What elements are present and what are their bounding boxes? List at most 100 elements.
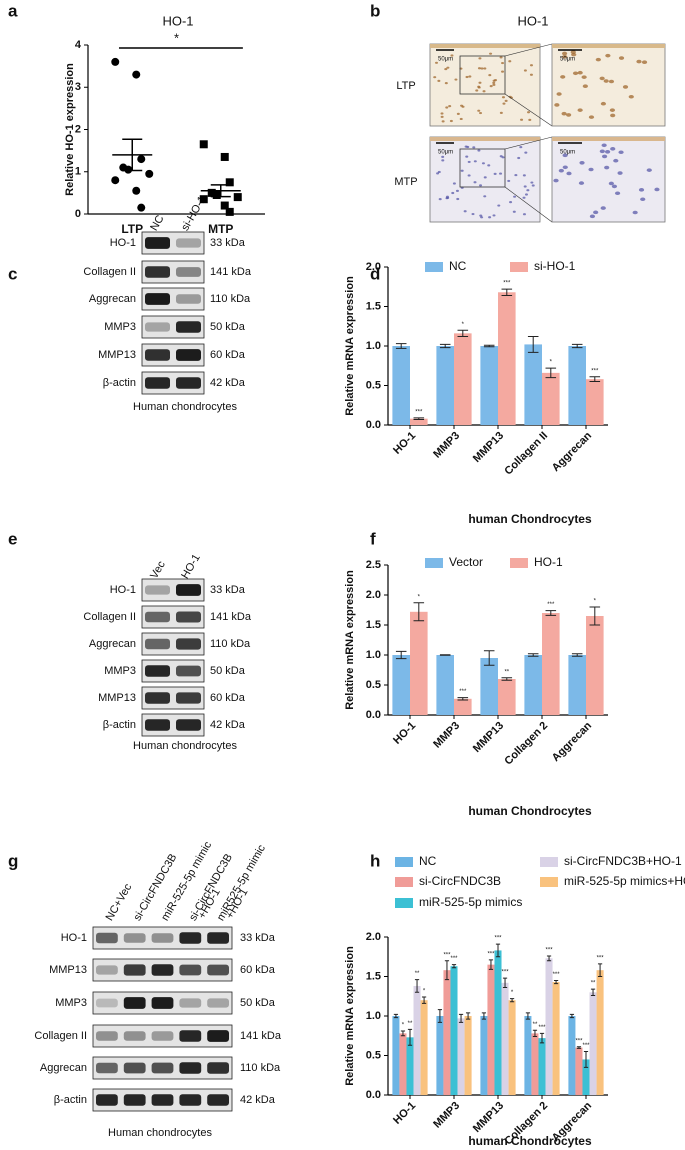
significance: ***	[487, 951, 495, 957]
cartilage-surface	[430, 44, 540, 48]
cell	[522, 213, 526, 216]
bar	[480, 346, 498, 425]
error-bar	[421, 996, 427, 1004]
blot-band	[207, 964, 229, 976]
blot-band	[176, 719, 201, 731]
significance: ***	[443, 952, 451, 958]
y-tick-label: 4	[75, 39, 82, 51]
cell	[522, 196, 526, 199]
y-tick-label: 2.0	[366, 589, 381, 601]
data-point	[199, 140, 208, 149]
cell	[456, 197, 460, 201]
cell	[449, 119, 453, 123]
cell	[438, 198, 442, 201]
cell	[531, 184, 535, 187]
data-point	[111, 57, 120, 66]
x-tick-label: MMP13	[471, 720, 506, 755]
cell	[640, 197, 646, 202]
significance: *	[174, 30, 179, 45]
y-axis-title: Relative HO-1 expression	[64, 63, 76, 196]
data-point	[199, 195, 208, 204]
blot-band	[123, 933, 146, 943]
cell	[459, 117, 463, 121]
blot-band	[207, 1030, 229, 1042]
protein-label: Aggrecan	[89, 293, 136, 305]
significance: *	[402, 1023, 405, 1029]
data-point	[220, 201, 229, 210]
cell	[601, 154, 608, 159]
cell	[646, 168, 652, 172]
bar	[568, 1016, 576, 1095]
cell	[456, 112, 460, 115]
cell	[504, 99, 508, 102]
significance: ***	[459, 689, 467, 695]
bar	[406, 1037, 414, 1095]
blot-band	[179, 1062, 202, 1074]
cell	[452, 182, 456, 185]
x-axis-title: human Chondrocytes	[468, 512, 592, 526]
cell	[561, 51, 568, 56]
cell	[519, 146, 523, 149]
blot-band	[145, 692, 170, 704]
cell	[632, 210, 638, 215]
legend-label: si-HO-1	[534, 259, 576, 273]
cell	[440, 112, 444, 115]
cell	[562, 165, 568, 170]
cell	[608, 181, 614, 186]
size-label: 42 kDa	[240, 1094, 276, 1106]
legend-label: NC	[449, 259, 467, 273]
significance: ***	[415, 409, 423, 415]
cell	[610, 147, 616, 151]
y-tick-label: 2.5	[366, 559, 381, 571]
cell	[560, 75, 566, 79]
blot-band	[176, 611, 201, 623]
cell	[600, 101, 606, 106]
lane-label: NC	[148, 213, 166, 233]
cell	[437, 79, 441, 82]
size-label: 141 kDa	[210, 611, 252, 623]
cell	[636, 59, 642, 64]
blot-band	[151, 933, 174, 943]
error-bar	[400, 1030, 406, 1037]
cell	[463, 210, 467, 213]
x-tick-label: MTP	[208, 222, 233, 236]
legend-swatch	[540, 857, 558, 867]
lane-label: NC+Vec	[104, 881, 135, 923]
significance: ***	[450, 956, 458, 962]
significance: ***	[502, 970, 510, 976]
lane-label: HO-1	[179, 552, 203, 581]
cell	[478, 57, 482, 60]
blot-band	[96, 1062, 118, 1074]
size-label: 33 kDa	[240, 932, 276, 944]
x-tick-label: Collagen II	[502, 430, 550, 478]
cell	[514, 173, 518, 177]
cell	[483, 176, 487, 179]
cell	[566, 113, 572, 117]
bar	[568, 346, 586, 425]
protein-label: β-actin	[54, 1094, 87, 1106]
cell	[451, 191, 455, 195]
error-bar	[122, 138, 143, 172]
cell	[509, 201, 513, 204]
cell	[654, 187, 660, 192]
error-bar	[527, 336, 539, 353]
panel-letter: c	[8, 264, 17, 283]
blot-band	[176, 238, 201, 248]
bar	[596, 970, 604, 1095]
cell	[441, 159, 445, 162]
cell	[501, 61, 505, 65]
blot-band	[96, 932, 118, 944]
significance: ***	[575, 1038, 583, 1044]
cell	[479, 214, 483, 217]
blot-band	[176, 665, 201, 677]
bar	[498, 292, 516, 425]
data-point	[207, 188, 216, 197]
blot-band	[179, 1030, 202, 1042]
cell	[588, 167, 594, 172]
cell	[473, 160, 477, 163]
error-bar	[444, 960, 450, 981]
error-bar	[546, 955, 552, 962]
y-tick-label: 0.0	[366, 709, 381, 721]
cell	[493, 172, 497, 175]
significance: **	[533, 1022, 538, 1028]
